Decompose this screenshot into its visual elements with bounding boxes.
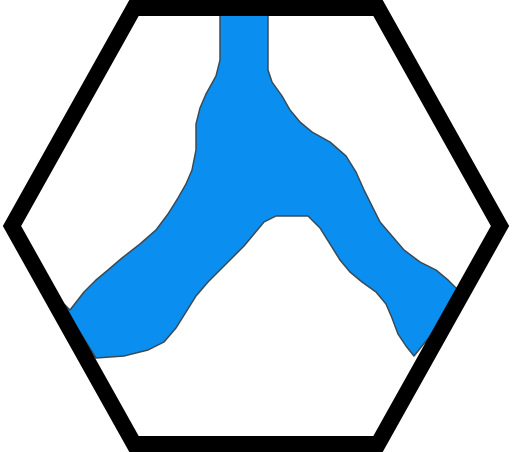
river bbox=[59, 8, 463, 359]
river-fork-icon bbox=[59, 8, 463, 359]
